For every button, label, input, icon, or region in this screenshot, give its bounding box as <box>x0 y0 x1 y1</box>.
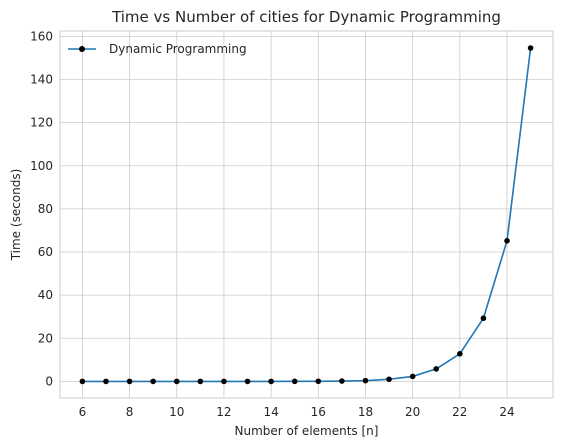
y-tick-label: 120 <box>30 116 53 130</box>
x-tick-label: 14 <box>263 405 278 419</box>
x-tick-label: 22 <box>452 405 467 419</box>
series-layer <box>79 45 534 385</box>
data-point <box>244 378 251 385</box>
legend: Dynamic Programming <box>68 42 247 56</box>
data-point <box>173 378 180 385</box>
y-axis-label: Time (seconds) <box>9 169 23 262</box>
data-point <box>291 378 298 385</box>
x-tick-label: 12 <box>216 405 231 419</box>
data-point <box>79 378 86 385</box>
plot-area <box>60 31 553 398</box>
data-point <box>433 366 440 372</box>
data-point <box>527 45 534 51</box>
data-point <box>221 378 227 385</box>
y-tick-label: 160 <box>30 29 53 43</box>
data-point <box>150 378 156 385</box>
legend-label: Dynamic Programming <box>109 42 247 56</box>
x-tick-label: 10 <box>169 405 184 419</box>
y-tick-label: 60 <box>38 245 53 259</box>
y-tick-label: 80 <box>38 202 53 216</box>
y-tick-label: 140 <box>30 73 53 87</box>
x-tick-label: 16 <box>311 405 326 419</box>
y-tick-label: 40 <box>38 288 53 302</box>
plot-frame <box>59 30 554 399</box>
tick-labels: 6 8 10 12 14 16 18 20 22 24 0 20 40 60 80 100 120 140 160 <box>30 29 515 419</box>
data-point <box>362 377 369 384</box>
series-line <box>82 47 532 383</box>
chart-title: Time vs Number of cities for Dynamic Pro… <box>111 8 501 26</box>
data-point <box>409 373 416 380</box>
x-tick-label: 6 <box>79 405 87 419</box>
data-point <box>339 378 345 384</box>
y-tick-label: 100 <box>30 159 53 173</box>
data-point <box>103 378 109 385</box>
data-point <box>126 378 133 385</box>
y-tick-label: 0 <box>45 374 53 388</box>
data-point <box>386 376 392 383</box>
data-point <box>457 350 463 357</box>
data-point <box>315 378 322 385</box>
data-point <box>197 378 204 385</box>
x-axis-label: Number of elements [n] <box>235 424 379 438</box>
y-tick-label: 20 <box>38 331 53 345</box>
x-tick-label: 18 <box>358 405 373 419</box>
data-point <box>480 315 487 322</box>
x-tick-label: 8 <box>126 405 134 419</box>
x-tick-label: 20 <box>405 405 420 419</box>
data-point <box>504 238 510 244</box>
x-tick-label: 24 <box>499 405 514 419</box>
legend-marker <box>79 46 85 52</box>
data-point <box>268 378 274 385</box>
